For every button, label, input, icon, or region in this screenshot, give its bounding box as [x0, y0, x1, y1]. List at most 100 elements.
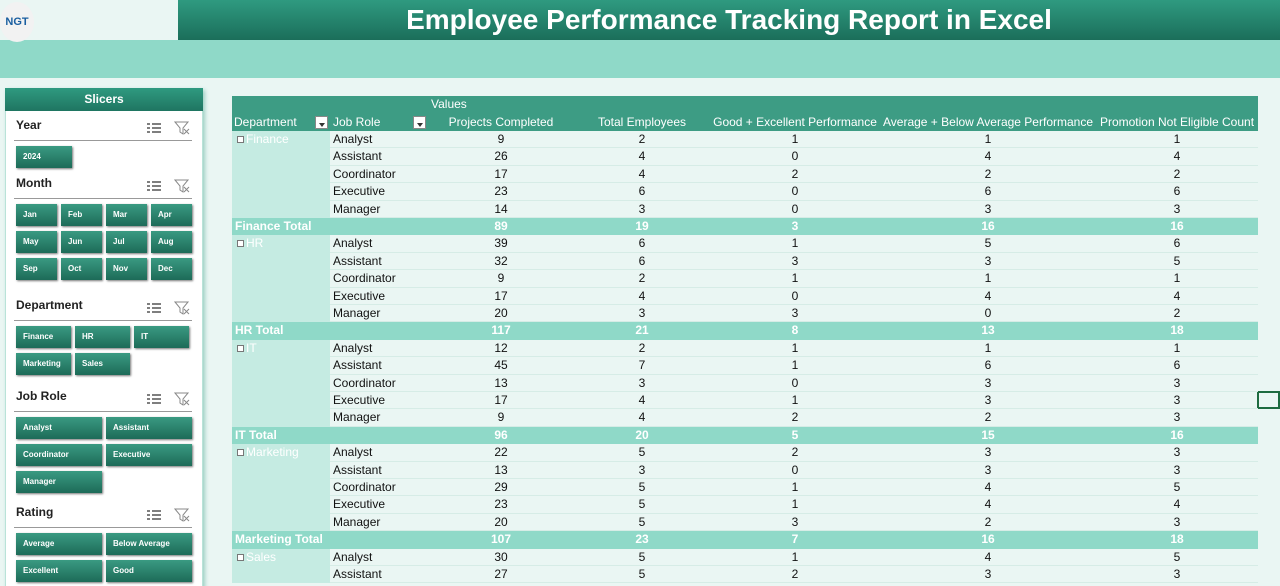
slicer-button[interactable]: Oct [61, 258, 102, 280]
value-cell: 13 [494, 375, 508, 390]
value-cell: 2 [984, 514, 992, 529]
total-value: 96 [494, 427, 508, 442]
slicer-button[interactable]: Sep [16, 258, 57, 280]
value-cell: 5 [1173, 253, 1181, 268]
clear-filter-icon[interactable] [173, 179, 190, 193]
total-label: IT Total [235, 427, 277, 442]
multi-select-icon[interactable] [146, 301, 162, 315]
slicer-button[interactable]: Apr [151, 204, 192, 226]
filter-dropdown[interactable] [413, 116, 426, 129]
value-cell: 3 [984, 393, 992, 407]
multi-select-icon[interactable] [146, 121, 162, 135]
value-cell: 23 [494, 497, 508, 512]
slicer-button[interactable]: IT [134, 326, 189, 348]
selected-cell[interactable] [1257, 391, 1280, 409]
slicer-button[interactable]: Finance [16, 326, 71, 348]
slicer-button[interactable]: Average [16, 533, 102, 555]
slicer-button[interactable]: Executive [106, 444, 192, 466]
slicer-button[interactable]: Dec [151, 258, 192, 280]
job-role: Coordinator [333, 375, 396, 390]
slicer-button[interactable]: HR [75, 326, 130, 348]
multi-select-icon[interactable] [146, 392, 162, 406]
value-cell: 1 [791, 549, 799, 564]
row-line [330, 164, 1258, 166]
multi-select-icon[interactable] [146, 179, 162, 193]
slicer-button[interactable]: Jan [16, 204, 57, 226]
value-cell: 6 [1173, 236, 1181, 251]
slicer-button[interactable]: Nov [106, 258, 147, 280]
slicer-button[interactable]: Below Average [106, 533, 192, 555]
value-cell: 1 [791, 271, 799, 286]
value-cell: 5 [638, 497, 646, 512]
value-cell: 1 [1173, 271, 1181, 286]
row-line [330, 304, 1258, 305]
total-row [232, 426, 1258, 445]
collapse-icon[interactable] [237, 136, 244, 143]
department-cell [232, 131, 330, 218]
slicer-button[interactable]: Mar [106, 204, 147, 226]
slicer-button[interactable]: Assistant [106, 417, 192, 439]
clear-filter-icon[interactable] [173, 301, 190, 315]
slicer-heading: Job Role [16, 389, 67, 403]
value-cell: 1 [1173, 132, 1181, 146]
value-cell: 3 [638, 306, 646, 320]
job-role: Assistant [333, 149, 382, 164]
slicer-button[interactable]: 2024 [16, 146, 72, 168]
clear-filter-icon[interactable] [173, 392, 190, 406]
slicer-button[interactable]: Jul [106, 231, 147, 253]
slicer-button[interactable]: Manager [16, 471, 102, 493]
total-row [232, 531, 1258, 549]
row-line [330, 478, 1258, 479]
value-cell: 17 [494, 393, 508, 407]
value-cell: 4 [984, 549, 992, 564]
value-cell: 3 [791, 514, 799, 529]
column-header: Job Role [333, 115, 381, 129]
value-cell: 2 [638, 340, 646, 355]
clear-filter-icon[interactable] [173, 121, 190, 135]
value-cell: 1 [791, 358, 799, 373]
report-title: Employee Performance Tracking Report in … [406, 4, 1052, 35]
slicer-underline [14, 320, 192, 321]
value-cell: 3 [791, 306, 799, 320]
value-cell: 1 [984, 340, 992, 355]
job-role: Coordinator [333, 166, 396, 181]
value-cell: 1 [1173, 340, 1181, 355]
value-cell: 4 [984, 149, 992, 164]
slicer-heading: Month [16, 176, 52, 190]
row-line [330, 425, 1258, 427]
slicer-button[interactable]: Sales [75, 353, 130, 375]
slicer-button[interactable]: Good [106, 560, 192, 582]
job-role: Executive [333, 497, 386, 512]
slicer-button[interactable]: Aug [151, 231, 192, 253]
value-cell: 3 [1173, 567, 1181, 581]
collapse-icon[interactable] [237, 344, 244, 352]
collapse-icon[interactable] [237, 553, 244, 561]
slicer-button[interactable]: Feb [61, 204, 102, 226]
value-cell: 1 [984, 271, 992, 286]
collapse-icon[interactable] [237, 449, 244, 457]
value-cell: 0 [791, 149, 799, 164]
slicer-button[interactable]: Coordinator [16, 444, 102, 466]
department-cell [232, 339, 330, 427]
multi-select-icon[interactable] [146, 508, 162, 522]
value-cell: 3 [984, 375, 992, 390]
slicer-underline [14, 198, 192, 199]
collapse-icon[interactable] [237, 240, 244, 248]
slicer-button[interactable]: Marketing [16, 353, 71, 375]
pivot-header [232, 96, 1258, 131]
row-line [330, 217, 1258, 218]
slicer-button[interactable]: Jun [61, 231, 102, 253]
value-cell: 6 [984, 358, 992, 373]
department-label: IT [246, 340, 257, 355]
value-cell: 6 [984, 184, 992, 199]
row-line [330, 199, 1258, 201]
clear-filter-icon[interactable] [173, 508, 190, 522]
job-role: Analyst [333, 236, 373, 251]
slicer-button[interactable]: Excellent [16, 560, 102, 582]
row-line [330, 182, 1258, 184]
slicer-button[interactable]: May [16, 231, 57, 253]
slicer-button[interactable]: Analyst [16, 417, 102, 439]
filter-dropdown[interactable] [315, 116, 328, 129]
slicer-panel-title: Slicers [5, 88, 203, 111]
value-cell: 5 [1173, 480, 1181, 494]
